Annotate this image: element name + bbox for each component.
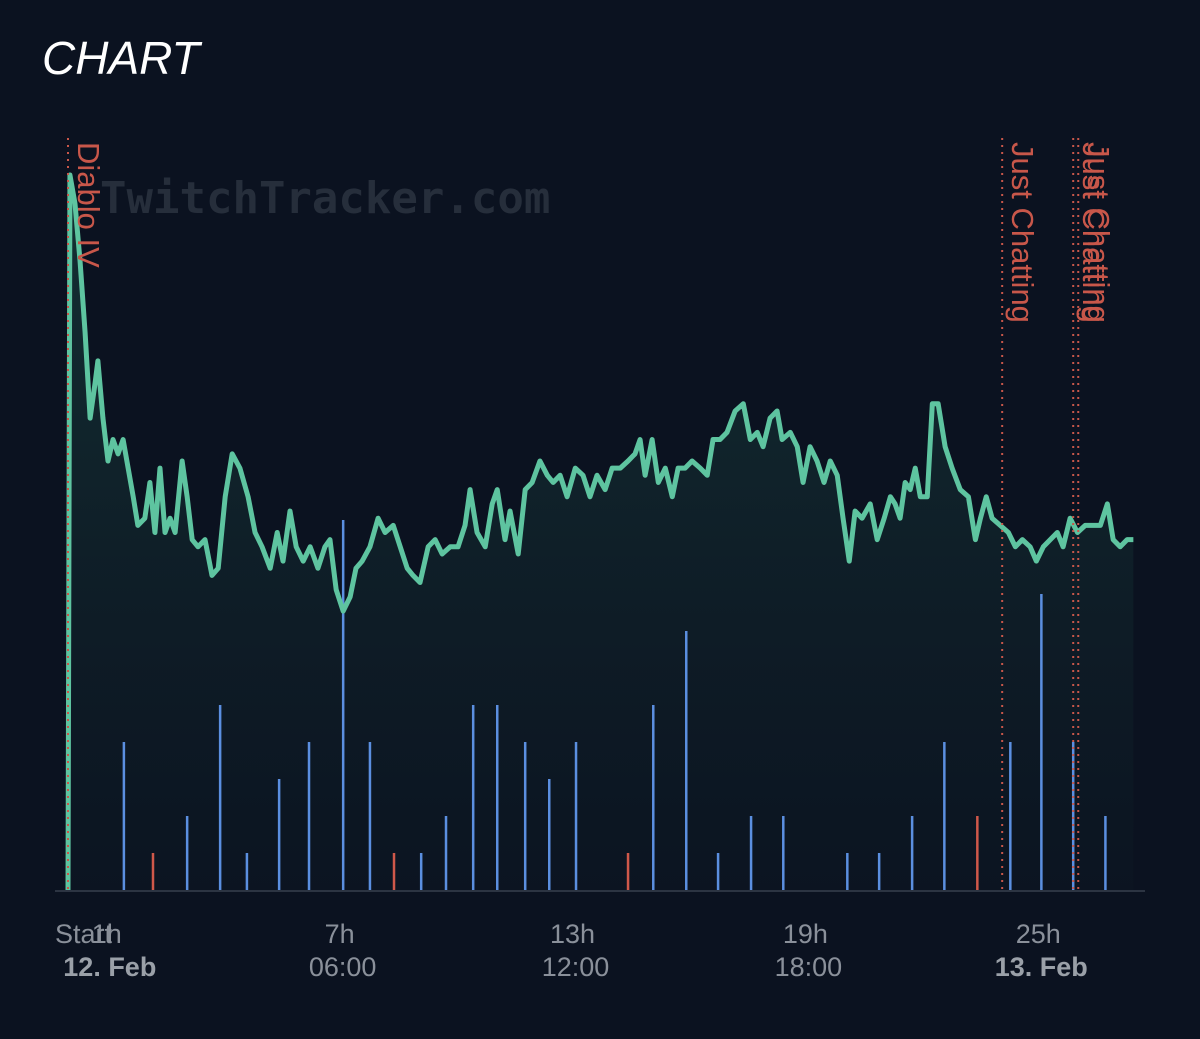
watermark: TwitchTracker.com [100, 173, 550, 224]
annotation-label: Just Chatting [1081, 142, 1116, 323]
annotation-label: Diablo IV [71, 142, 106, 268]
annotation-label: Just Chatting [1076, 142, 1111, 323]
x-tick-sublabel: 13. Feb [995, 952, 1088, 982]
x-tick-label: 19h [783, 919, 828, 949]
annotation-label: Just Chatting [1005, 142, 1040, 323]
x-tick-sublabel: 18:00 [775, 952, 843, 982]
x-tick-sublabel: 06:00 [309, 952, 377, 982]
x-tick-label: 7h [325, 919, 355, 949]
area [68, 175, 1134, 890]
chart-title: CHART [42, 32, 203, 84]
viewer-line [65, 172, 1134, 891]
x-tick-label: 25h [1016, 919, 1061, 949]
x-tick-sublabel: 12. Feb [63, 952, 156, 982]
x-tick-label: 13h [550, 919, 595, 949]
x-tick-label: 1h [92, 919, 122, 949]
x-tick-sublabel: 12:00 [542, 952, 610, 982]
x-tick-label: Start [55, 919, 113, 949]
